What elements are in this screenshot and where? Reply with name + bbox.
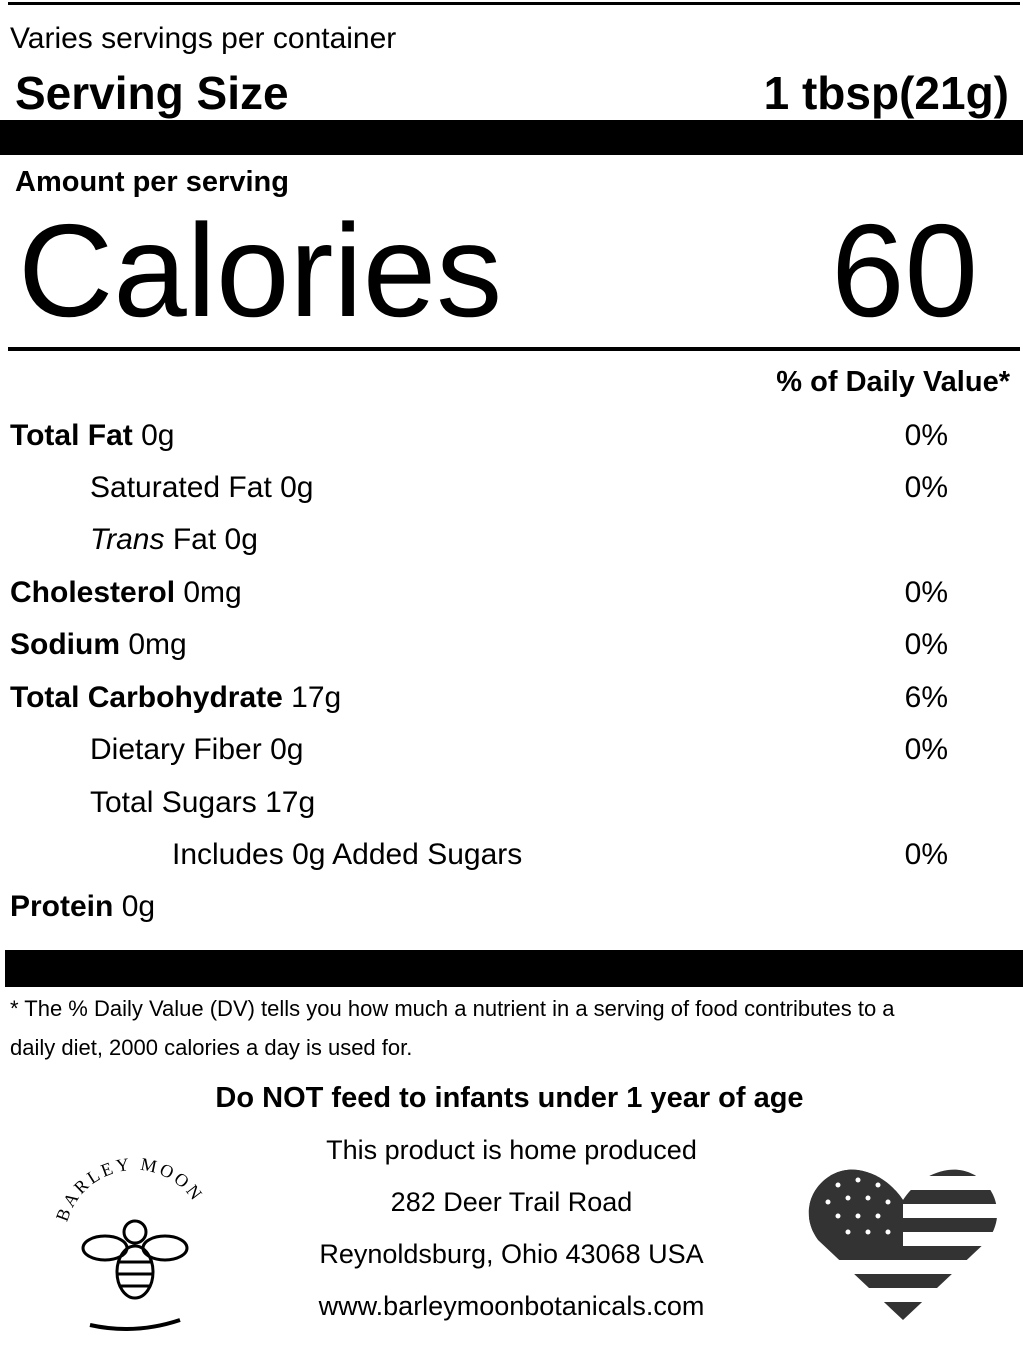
label: Protein [10,890,114,923]
amount: 0mg [128,628,187,661]
nutrient-row: Trans Fat 0g [0,523,1023,563]
servings: Varies servings per container [10,22,397,55]
label: Total Carbohydrate [10,681,283,714]
footnote: * The % Daily Value (DV) tells you how m… [10,996,895,1021]
amount: 17g [291,681,342,714]
nutrient-row: Includes 0g Added Sugars 0% [0,838,1023,878]
dv: 0% [904,628,948,661]
amount-per-serving: Amount per serving [15,166,289,198]
label: Saturated Fat [90,471,272,504]
top-rule [8,2,1020,5]
logo: BARLEY MOON [52,1154,211,1342]
dv: 0% [904,576,948,609]
amount: 0g [141,419,175,452]
producer-line: This product is home produced [326,1135,697,1165]
amount: 17g [265,786,316,819]
nutrient-row: Total Sugars 17g [0,786,1023,826]
calories-label: Calories [18,197,503,344]
label: Total Fat [10,419,133,452]
amount: 0g [121,890,156,923]
logo-text: BARLEY MOON [52,1154,208,1224]
label: Includes 0g Added Sugars [172,838,523,871]
nutrient-row: Protein 0g [0,890,1023,930]
dv: 0% [904,733,948,766]
bee [81,1219,189,1300]
dv: 6% [904,681,948,714]
label: Cholesterol [10,576,176,609]
flag-heart [808,1169,998,1320]
dv: 0% [904,471,948,504]
stars [825,1177,891,1235]
serving-size-label: Serving Size [15,67,289,119]
producer-line: 282 Deer Trail Road [390,1187,633,1217]
amount: 0g [270,733,304,766]
producer-line: Reynoldsburg, Ohio 43068 USA [319,1239,704,1269]
daily-value-header: % of Daily Value* [776,366,1010,398]
thick-rule [5,950,1023,987]
producer-line: www.barleymoonbotanicals.com [318,1291,705,1321]
laurel [89,1318,181,1331]
amount: 0mg [183,576,242,609]
nutrient-row: Sodium 0mg 0% [0,628,1023,668]
warning: Do NOT feed to infants under 1 year of a… [215,1082,804,1114]
serving-size-value: 1 tbsp(21g) [763,67,1009,119]
dv: 0% [904,419,948,452]
calories-value: 60 [831,197,978,344]
amount: 0g [280,471,314,504]
label: Sodium [10,628,120,661]
label: Fat [172,523,217,556]
nutrient-row: Cholesterol 0mg 0% [0,576,1023,616]
dv: 0% [904,838,948,871]
thick-rule [0,120,1023,155]
nutrient-row: Total Fat 0g 0% [0,419,1023,459]
label-italic: Trans [90,523,165,556]
amount: 0g [224,523,258,556]
nutrient-row: Dietary Fiber 0g 0% [0,733,1023,773]
medium-rule [8,347,1020,351]
label: Dietary Fiber [90,733,262,766]
label: Total Sugars [90,786,257,819]
nutrient-row: Total Carbohydrate 17g 6% [0,681,1023,721]
footnote: daily diet, 2000 calories a day is used … [10,1035,413,1060]
nutrient-row: Saturated Fat 0g 0% [0,471,1023,511]
